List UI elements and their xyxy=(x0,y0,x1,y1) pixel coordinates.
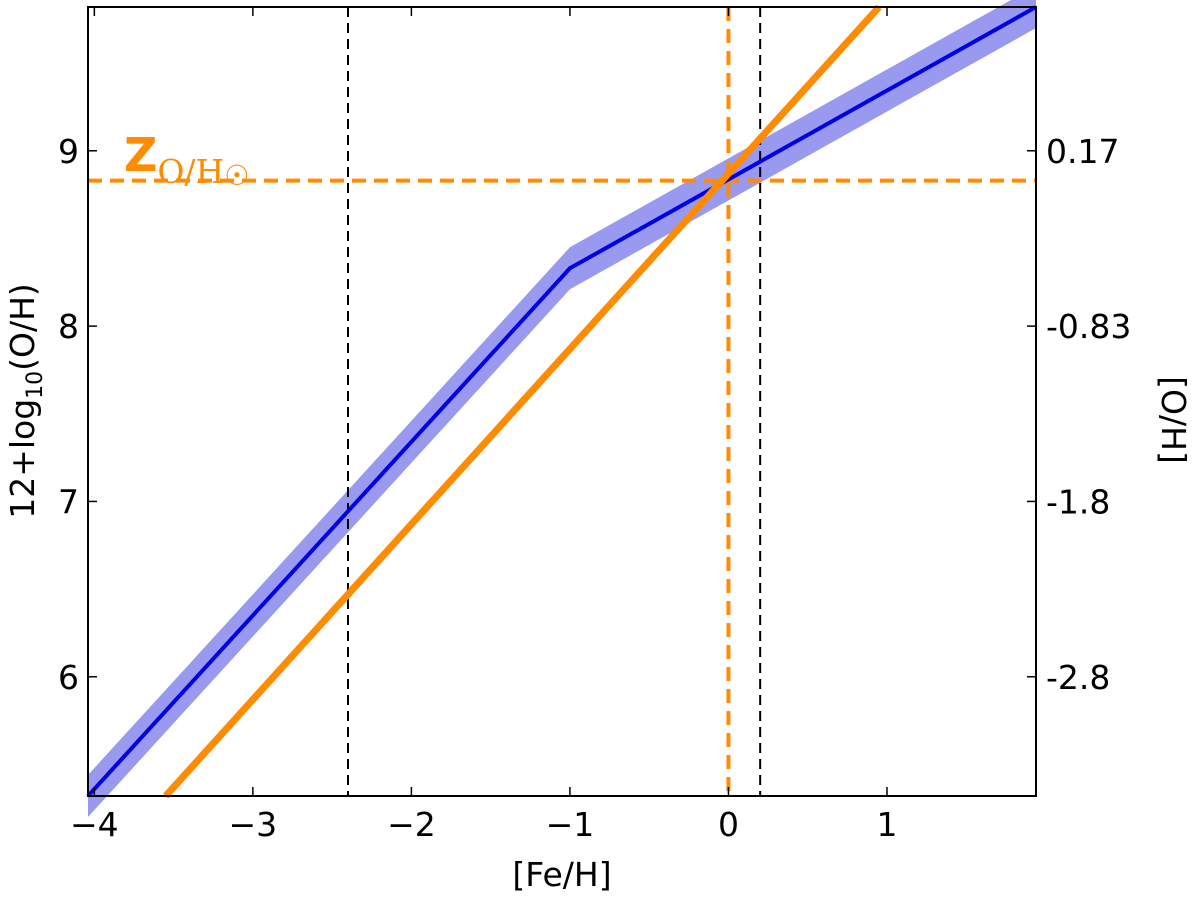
solar-label-symbol: ☉ xyxy=(224,159,249,192)
series-lines xyxy=(86,4,1037,799)
y-tick-label: 8 xyxy=(58,307,79,346)
x-tick-label: −3 xyxy=(229,805,278,844)
x-tick-label: −1 xyxy=(546,805,595,844)
y2-tick-label: 0.17 xyxy=(1046,132,1119,171)
y-axis-label: 12+log10(O/H) xyxy=(3,283,48,519)
x-tick-label: −2 xyxy=(387,805,436,844)
y-axis-label-sub: 10 xyxy=(23,371,48,399)
y2-axis-label: [O/H] xyxy=(1154,376,1193,464)
y-tick-label: 9 xyxy=(58,132,79,171)
error-bands xyxy=(88,0,1036,818)
solar-metallicity-label: ZO/H☉ xyxy=(124,128,249,192)
x-tick-label: −4 xyxy=(70,805,119,844)
y2-tick-label: -0.83 xyxy=(1046,307,1131,346)
x-axis-label: [Fe/H] xyxy=(512,855,611,894)
series-0-line xyxy=(86,5,1037,798)
y-tick-label: 7 xyxy=(58,482,79,521)
x-tick-label: 0 xyxy=(718,805,739,844)
y-tick-label: 6 xyxy=(58,658,79,697)
x-tick-label: 1 xyxy=(876,805,897,844)
solar-label-sub: O/H xyxy=(157,152,224,191)
tick-labels: −4 −3 −2 −1 0 1 6 7 8 9 -2.8 -1.8 -0.83 0.17 xyxy=(58,132,1131,844)
guide-lines xyxy=(88,7,1036,796)
y-axis-label-prefix: 12+log xyxy=(3,399,42,519)
series-1-line xyxy=(163,4,882,799)
plot-frame xyxy=(87,6,1037,797)
y-axis-label-suffix: (O/H) xyxy=(3,283,42,371)
y2-tick-label: -1.8 xyxy=(1046,482,1110,521)
solar-label-main: Z xyxy=(124,128,157,182)
axis-ticks xyxy=(88,7,1036,796)
series-0-band xyxy=(88,0,1036,818)
y2-tick-label: -2.8 xyxy=(1046,658,1110,697)
